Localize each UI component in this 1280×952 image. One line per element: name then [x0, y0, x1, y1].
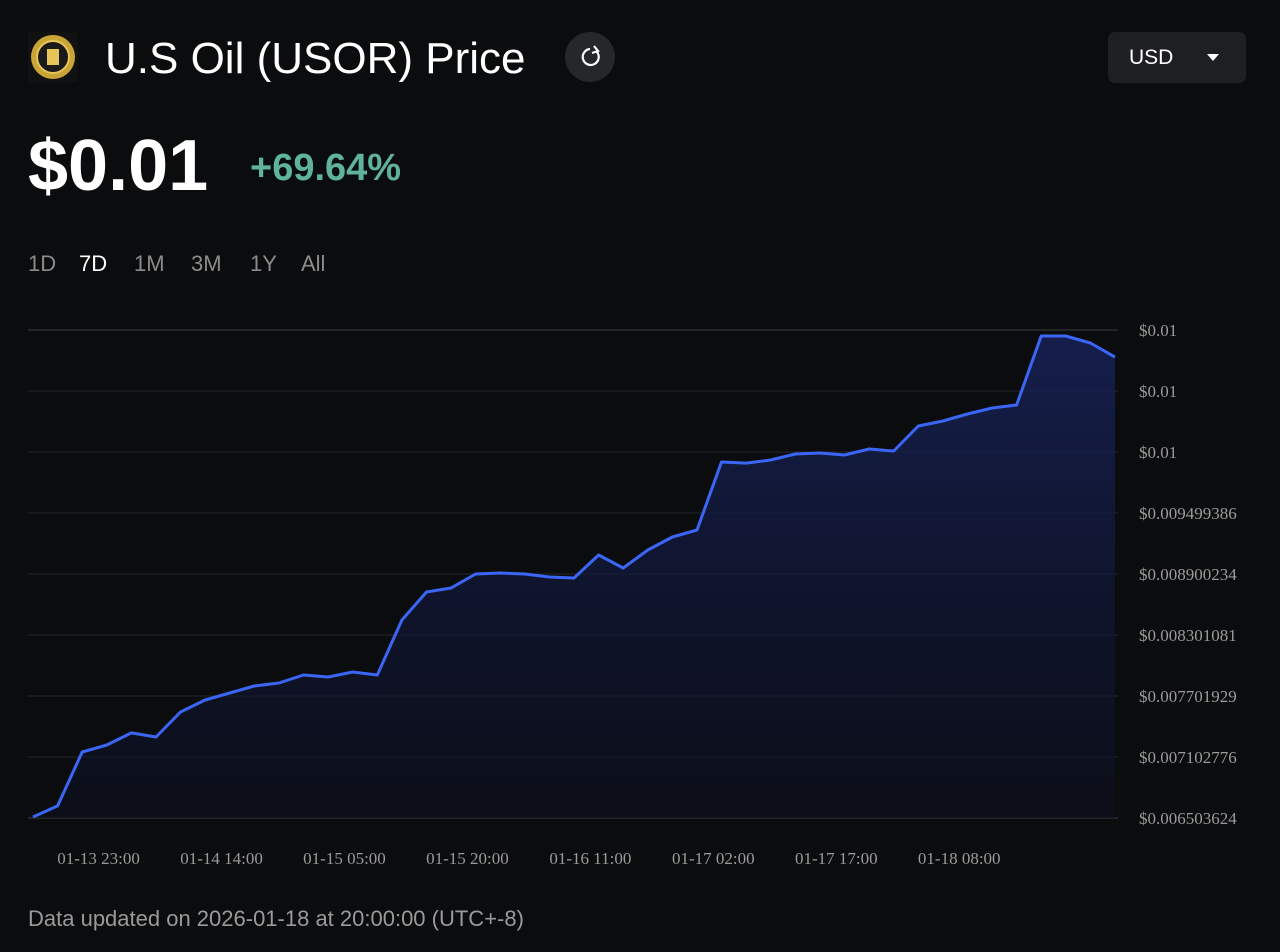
- price-line: [32, 334, 1116, 819]
- range-tab[interactable]: 1M: [134, 251, 165, 276]
- x-tick-label: 01-15 05:00: [303, 849, 386, 868]
- range-tab[interactable]: 7D: [79, 251, 107, 276]
- range-tabs: 1D 7D 1M 3M 1Y All: [28, 251, 325, 276]
- area: [33, 336, 1115, 818]
- logo: [28, 32, 78, 82]
- x-tick-label: 01-17 17:00: [795, 849, 878, 868]
- x-tick-label: 01-13 23:00: [57, 849, 140, 868]
- y-tick-label: $0.009499386: [1139, 504, 1237, 523]
- range-tab[interactable]: 1D: [28, 251, 56, 276]
- x-tick-label: 01-15 20:00: [426, 849, 509, 868]
- x-tick-label: 01-16 11:00: [549, 849, 631, 868]
- currency: USD: [1129, 46, 1173, 69]
- x-tick-label: 01-17 02:00: [672, 849, 755, 868]
- y-tick-label: $0.01: [1139, 443, 1177, 462]
- currency-select[interactable]: USD: [1108, 32, 1246, 83]
- x-tick-label: 01-18 08:00: [918, 849, 1001, 868]
- chart: $0.006503624 $0.007102776 $0.007701929 $0.0…: [28, 321, 1237, 868]
- range-tab[interactable]: 1Y: [250, 251, 277, 276]
- y-tick-label: $0.006503624: [1139, 809, 1237, 828]
- title: U.S Oil (USOR) Price: [105, 34, 525, 83]
- price: $0.01: [28, 126, 208, 206]
- footer: Data updated on 2026-01-18 at 20:00:00 (…: [28, 906, 524, 931]
- y-tick-label: $0.01: [1139, 321, 1177, 340]
- y-tick-label: $0.007102776: [1139, 748, 1237, 767]
- x-tick-label: 01-14 14:00: [180, 849, 263, 868]
- price-change: +69.64%: [250, 147, 401, 189]
- range-tab[interactable]: All: [301, 251, 325, 276]
- y-tick-label: $0.007701929: [1139, 687, 1237, 706]
- refresh-button[interactable]: [565, 32, 615, 82]
- y-tick-label: $0.008900234: [1139, 565, 1237, 584]
- y-tick-label: $0.008301081: [1139, 626, 1237, 645]
- y-tick-label: $0.01: [1139, 382, 1177, 401]
- range-tab[interactable]: 3M: [191, 251, 222, 276]
